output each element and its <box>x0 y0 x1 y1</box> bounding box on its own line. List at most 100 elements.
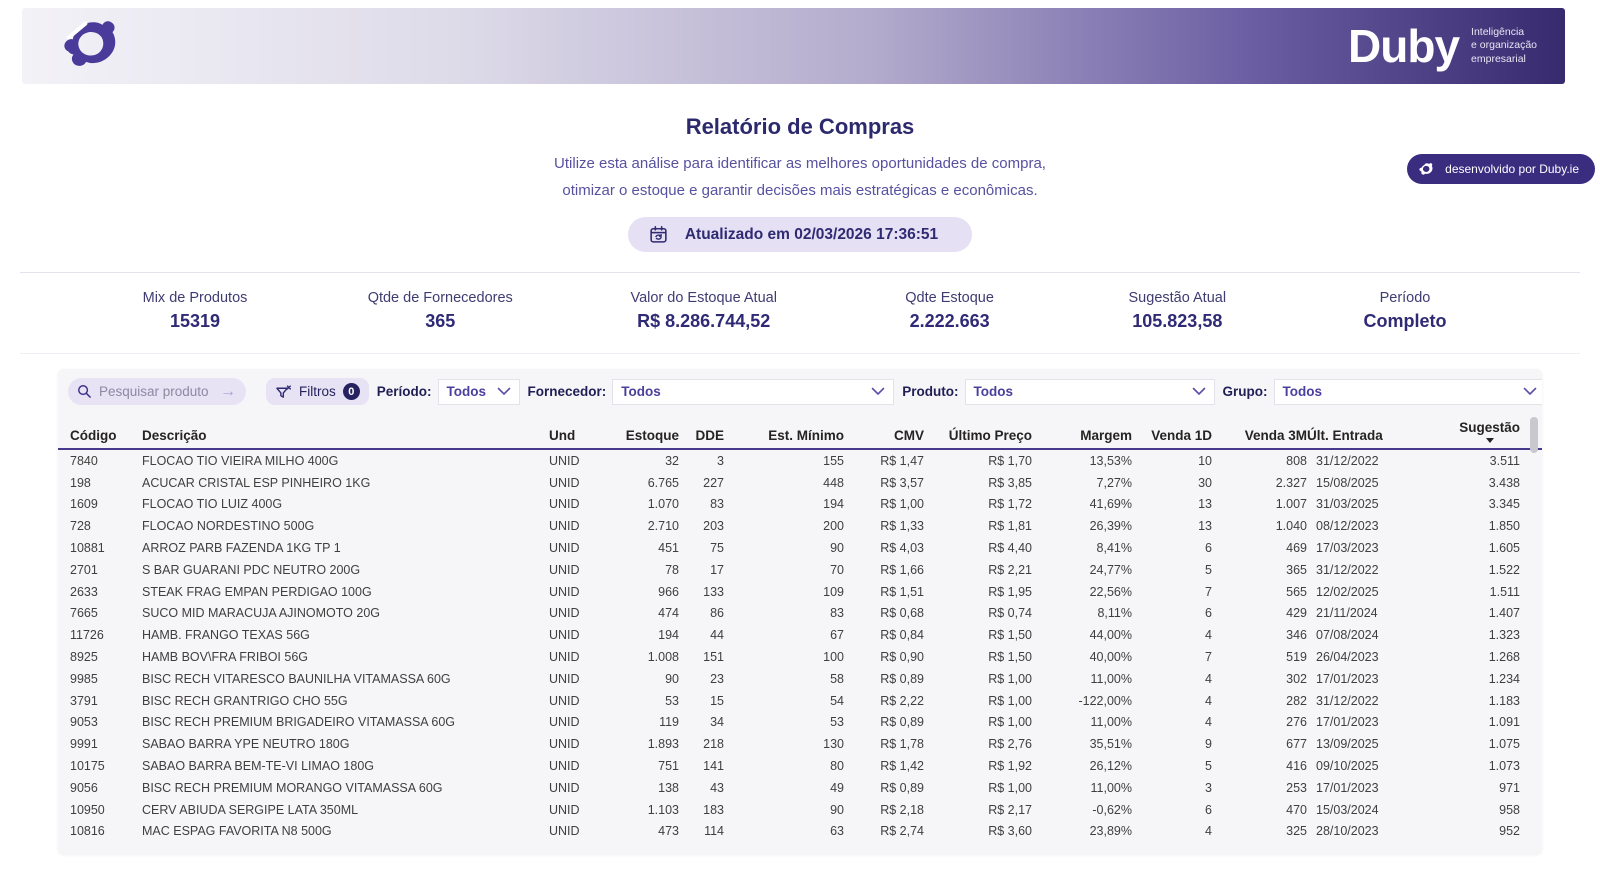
developed-by-text: desenvolvido por Duby.ie <box>1445 162 1579 176</box>
filter-dropdown-produto[interactable]: Todos <box>964 378 1215 405</box>
cell-margem: 8,41% <box>1096 541 1132 556</box>
column-header-und[interactable]: Und <box>549 428 576 443</box>
cell-sugestao: 1.075 <box>1488 737 1520 752</box>
cell-est-minimo: 83 <box>830 606 844 621</box>
table-row[interactable]: 9985 BISC RECH VITARESCO BAUNILHA VITAMAS… <box>58 668 1542 690</box>
duby-logo-icon <box>64 21 116 66</box>
table-row[interactable]: 11726 HAMB. FRANGO TEXAS 56G UNID 194 44 67 R$… <box>58 624 1542 646</box>
cell-dde: 43 <box>710 780 724 795</box>
table-row[interactable]: 2633 STEAK FRAG EMPAN PERDIGAO 100G UNID 96… <box>58 581 1542 603</box>
cell-descricao: CERV ABIUDA SERGIPE LATA 350ML <box>142 802 359 817</box>
cell-est-minimo: 90 <box>830 541 844 556</box>
cell-descricao: FLOCAO NORDESTINO 500G <box>142 519 315 534</box>
cell-cmv: R$ 1,33 <box>880 519 924 534</box>
tagline-line: e organização <box>1471 39 1537 52</box>
cell-dde: 44 <box>710 628 724 643</box>
cell-descricao: S BAR GUARANI PDC NEUTRO 200G <box>142 562 361 577</box>
sort-desc-icon <box>1486 438 1494 443</box>
product-search[interactable]: → <box>68 378 246 405</box>
table-row[interactable]: 7665 SUCO MID MARACUJA AJINOMOTO 20G UNID 4… <box>58 603 1542 625</box>
column-header-cmv[interactable]: CMV <box>894 428 924 443</box>
cell-venda-3m: 808 <box>1286 453 1307 468</box>
table-row[interactable]: 198 ACUCAR CRISTAL ESP PINHEIRO 1KG UNID 6.… <box>58 472 1542 494</box>
cell-ult-entrada: 31/12/2022 <box>1316 562 1379 577</box>
table-row[interactable]: 10881 ARROZ PARB FAZENDA 1KG TP 1 UNID 451 7… <box>58 537 1542 559</box>
cell-sugestao: 958 <box>1499 802 1520 817</box>
cell-margem: 11,00% <box>1090 671 1132 686</box>
table-row[interactable]: 10816 MAC ESPAG FAVORITA N8 500G UNID 473 11… <box>58 821 1542 843</box>
cell-estoque: 1.070 <box>647 497 679 512</box>
column-header-descricao[interactable]: Descrição <box>142 428 207 443</box>
cell-dde: 133 <box>703 584 724 599</box>
column-header-est-minimo[interactable]: Est. Mínimo <box>768 428 844 443</box>
cell-sugestao: 3.438 <box>1488 475 1520 490</box>
column-header-margem[interactable]: Margem <box>1080 428 1132 443</box>
search-input[interactable] <box>99 384 213 399</box>
cell-descricao: BISC RECH PREMIUM BRIGADEIRO VITAMASSA 6… <box>142 715 456 730</box>
cell-und: UNID <box>549 650 580 665</box>
column-header-venda-3m[interactable]: Venda 3M <box>1244 428 1307 443</box>
table-row[interactable]: 8925 HAMB BOV\FRA FRIBOI 56G UNID 1.008 151 1… <box>58 646 1542 668</box>
cell-und: UNID <box>549 584 580 599</box>
table-row[interactable]: 10950 CERV ABIUDA SERGIPE LATA 350ML UNID 1… <box>58 799 1542 821</box>
cell-ultimo-preco: R$ 3,85 <box>988 475 1032 490</box>
column-header-estoque[interactable]: Estoque <box>625 428 679 443</box>
table-row[interactable]: 1609 FLOCAO TIO LUIZ 400G UNID 1.070 83 194 R$… <box>58 494 1542 516</box>
cell-cmv: R$ 1,42 <box>880 759 924 774</box>
cell-codigo: 3791 <box>70 693 98 708</box>
cell-venda-3m: 346 <box>1286 628 1307 643</box>
cell-est-minimo: 90 <box>830 802 844 817</box>
filter-group-produto: Produto: Todos <box>902 378 1215 405</box>
cell-codigo: 9053 <box>70 715 98 730</box>
column-header-codigo[interactable]: Código <box>70 428 117 443</box>
cell-ultimo-preco: R$ 1,81 <box>988 519 1032 534</box>
cell-venda-3m: 416 <box>1286 759 1307 774</box>
cell-sugestao: 1.511 <box>1489 584 1520 599</box>
tagline-line: empresarial <box>1471 52 1526 65</box>
filter-dropdown-grupo[interactable]: Todos <box>1273 378 1542 405</box>
filter-label: Período: <box>376 384 432 399</box>
cell-margem: 35,51% <box>1089 737 1132 752</box>
table-row[interactable]: 10175 SABAO BARRA BEM-TE-VI LIMAO 180G UNI… <box>58 755 1542 777</box>
column-header-sugestao[interactable]: Sugestão <box>1422 420 1520 443</box>
kpi-value: 2.222.663 <box>909 311 990 331</box>
cell-cmv: R$ 3,57 <box>880 475 924 490</box>
column-header-venda-1d[interactable]: Venda 1D <box>1151 428 1212 443</box>
table-row[interactable]: 9053 BISC RECH PREMIUM BRIGADEIRO VITAMAS… <box>58 712 1542 734</box>
table-header-row: Código Descrição Und Estoque DDE Est. Mínimo C… <box>58 414 1542 450</box>
vertical-scrollbar[interactable] <box>1530 417 1538 453</box>
filters-button[interactable]: Filtros 0 <box>266 378 369 405</box>
cell-cmv: R$ 2,74 <box>880 824 924 839</box>
table-row[interactable]: 2701 S BAR GUARANI PDC NEUTRO 200G UNID 78 1… <box>58 559 1542 581</box>
column-header-ult-entrada[interactable]: Últ. Entrada <box>1307 428 1383 443</box>
cell-ult-entrada: 17/01/2023 <box>1316 780 1379 795</box>
cell-venda-3m: 469 <box>1286 541 1307 556</box>
table-row[interactable]: 3791 BISC RECH GRANTRIGO CHO 55G UNID 53 15 5… <box>58 690 1542 712</box>
filter-dropdown-fornecedor[interactable]: Todos <box>612 378 895 405</box>
chevron-down-icon <box>871 387 885 395</box>
cell-est-minimo: 200 <box>823 519 844 534</box>
dropdown-selected-value: Todos <box>446 384 487 399</box>
cell-estoque: 451 <box>658 541 679 556</box>
cell-und: UNID <box>549 715 580 730</box>
cell-estoque: 474 <box>658 606 679 621</box>
cell-estoque: 194 <box>658 628 679 643</box>
developed-by-badge[interactable]: desenvolvido por Duby.ie <box>1407 154 1595 184</box>
cell-sugestao: 1.234 <box>1488 671 1520 686</box>
cell-venda-1d: 7 <box>1205 584 1212 599</box>
calendar-sync-icon <box>650 225 667 243</box>
column-header-ultimo-preco[interactable]: Último Preço <box>948 428 1032 443</box>
cell-estoque: 966 <box>658 584 679 599</box>
column-header-dde[interactable]: DDE <box>695 428 724 443</box>
table-row[interactable]: 9991 SABAO BARRA YPE NEUTRO 180G UNID 1.893… <box>58 733 1542 755</box>
table-row[interactable]: 728 FLOCAO NORDESTINO 500G UNID 2.710 203 200… <box>58 515 1542 537</box>
table-row[interactable]: 9056 BISC RECH PREMIUM MORANGO VITAMASSA … <box>58 777 1542 799</box>
cell-venda-1d: 10 <box>1198 453 1212 468</box>
chevron-down-icon <box>497 387 510 395</box>
cell-margem: 24,77% <box>1089 562 1132 577</box>
cell-margem: 11,00% <box>1090 780 1132 795</box>
table-row[interactable]: 7840 FLOCAO TIO VIEIRA MILHO 400G UNID 32 3 1… <box>58 450 1542 472</box>
chevron-down-icon <box>1523 387 1536 395</box>
search-submit-arrow-icon[interactable]: → <box>220 382 236 400</box>
filter-dropdown-periodo[interactable]: Todos <box>437 378 520 405</box>
